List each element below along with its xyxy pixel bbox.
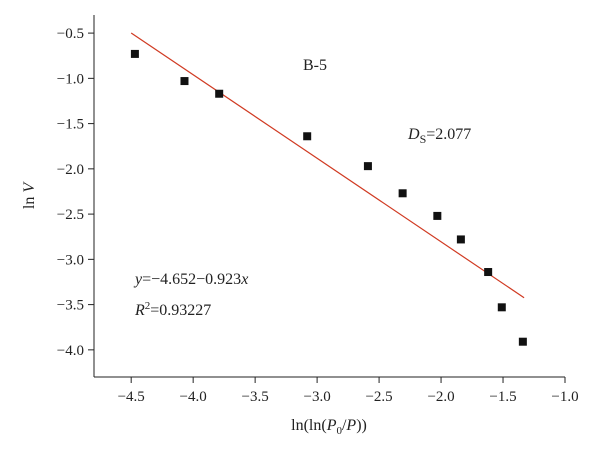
data-point [180,77,189,86]
ds-subscript: S [420,132,427,146]
sample-label: B-5 [303,57,327,74]
y-tick-label: −2.0 [57,162,84,178]
x-tick-label: −3.5 [242,389,269,405]
data-point [215,89,224,98]
eq-x: x [240,271,248,288]
x-tick-label: −4.0 [180,389,207,405]
eq-body: =−4.652−0.923 [142,271,241,288]
y-ticks: −0.5 −1.0 −1.5 −2.0 −2.5 −3.0 −3.5 −4.0 [57,26,94,359]
y-tick-label: −3.5 [57,298,84,314]
x-ticks: −4.5 −4.0 −3.5 −3.0 −2.5 −2.0 −1.5 −1.0 [118,377,579,405]
ds-symbol: D [407,126,420,143]
x-title-suffix: )) [356,417,367,434]
y-tick-label: −1.0 [57,71,84,87]
y-title-var: V [21,181,38,193]
fit-line [130,32,525,299]
data-point [303,132,312,141]
data-point [363,162,372,171]
fit-line-group [130,32,525,299]
y-tick-label: −3.0 [57,252,84,268]
x-tick-label: −3.0 [303,389,330,405]
data-point [433,211,442,220]
x-tick-label: −2.5 [365,389,392,405]
y-tick-label: −2.5 [57,207,84,223]
r2-superscript: 2 [145,300,151,312]
data-point [484,268,493,277]
ds-value: =2.077 [426,126,471,143]
y-title-prefix: ln [21,193,38,209]
data-points [130,49,527,346]
r2-symbol: R [134,302,145,319]
eq-y: y [133,271,143,288]
data-point [497,303,506,312]
y-tick-label: −0.5 [57,26,84,42]
x-tick-label: −1.0 [551,389,578,405]
r-squared: R2=0.93227 [134,300,211,319]
fractal-dimension-label: DS=2.077 [407,126,471,146]
y-tick-label: −1.5 [57,117,84,133]
y-tick-label: −4.0 [57,343,84,359]
x-title-p: P [345,417,356,434]
data-point [398,189,407,198]
x-title-slash: / [342,417,347,434]
x-tick-label: −4.5 [118,389,145,405]
plot-area: −4.5 −4.0 −3.5 −3.0 −2.5 −2.0 −1.5 −1.0 −0.5 −1.… [57,15,579,405]
data-point [130,49,139,58]
x-title-prefix: ln(ln( [291,417,327,434]
data-point [518,337,527,346]
r2-value: =0.93227 [150,302,211,319]
data-point [456,235,465,244]
fit-equation: y=−4.652−0.923x [133,271,248,288]
y-axis-title: ln V [21,181,38,209]
x-axis-title: ln(ln(P0/P)) [291,417,367,437]
x-tick-label: −1.5 [489,389,516,405]
x-title-p0: P [326,417,337,434]
x-title-p0-sub: 0 [336,425,342,437]
x-tick-label: −2.0 [427,389,454,405]
